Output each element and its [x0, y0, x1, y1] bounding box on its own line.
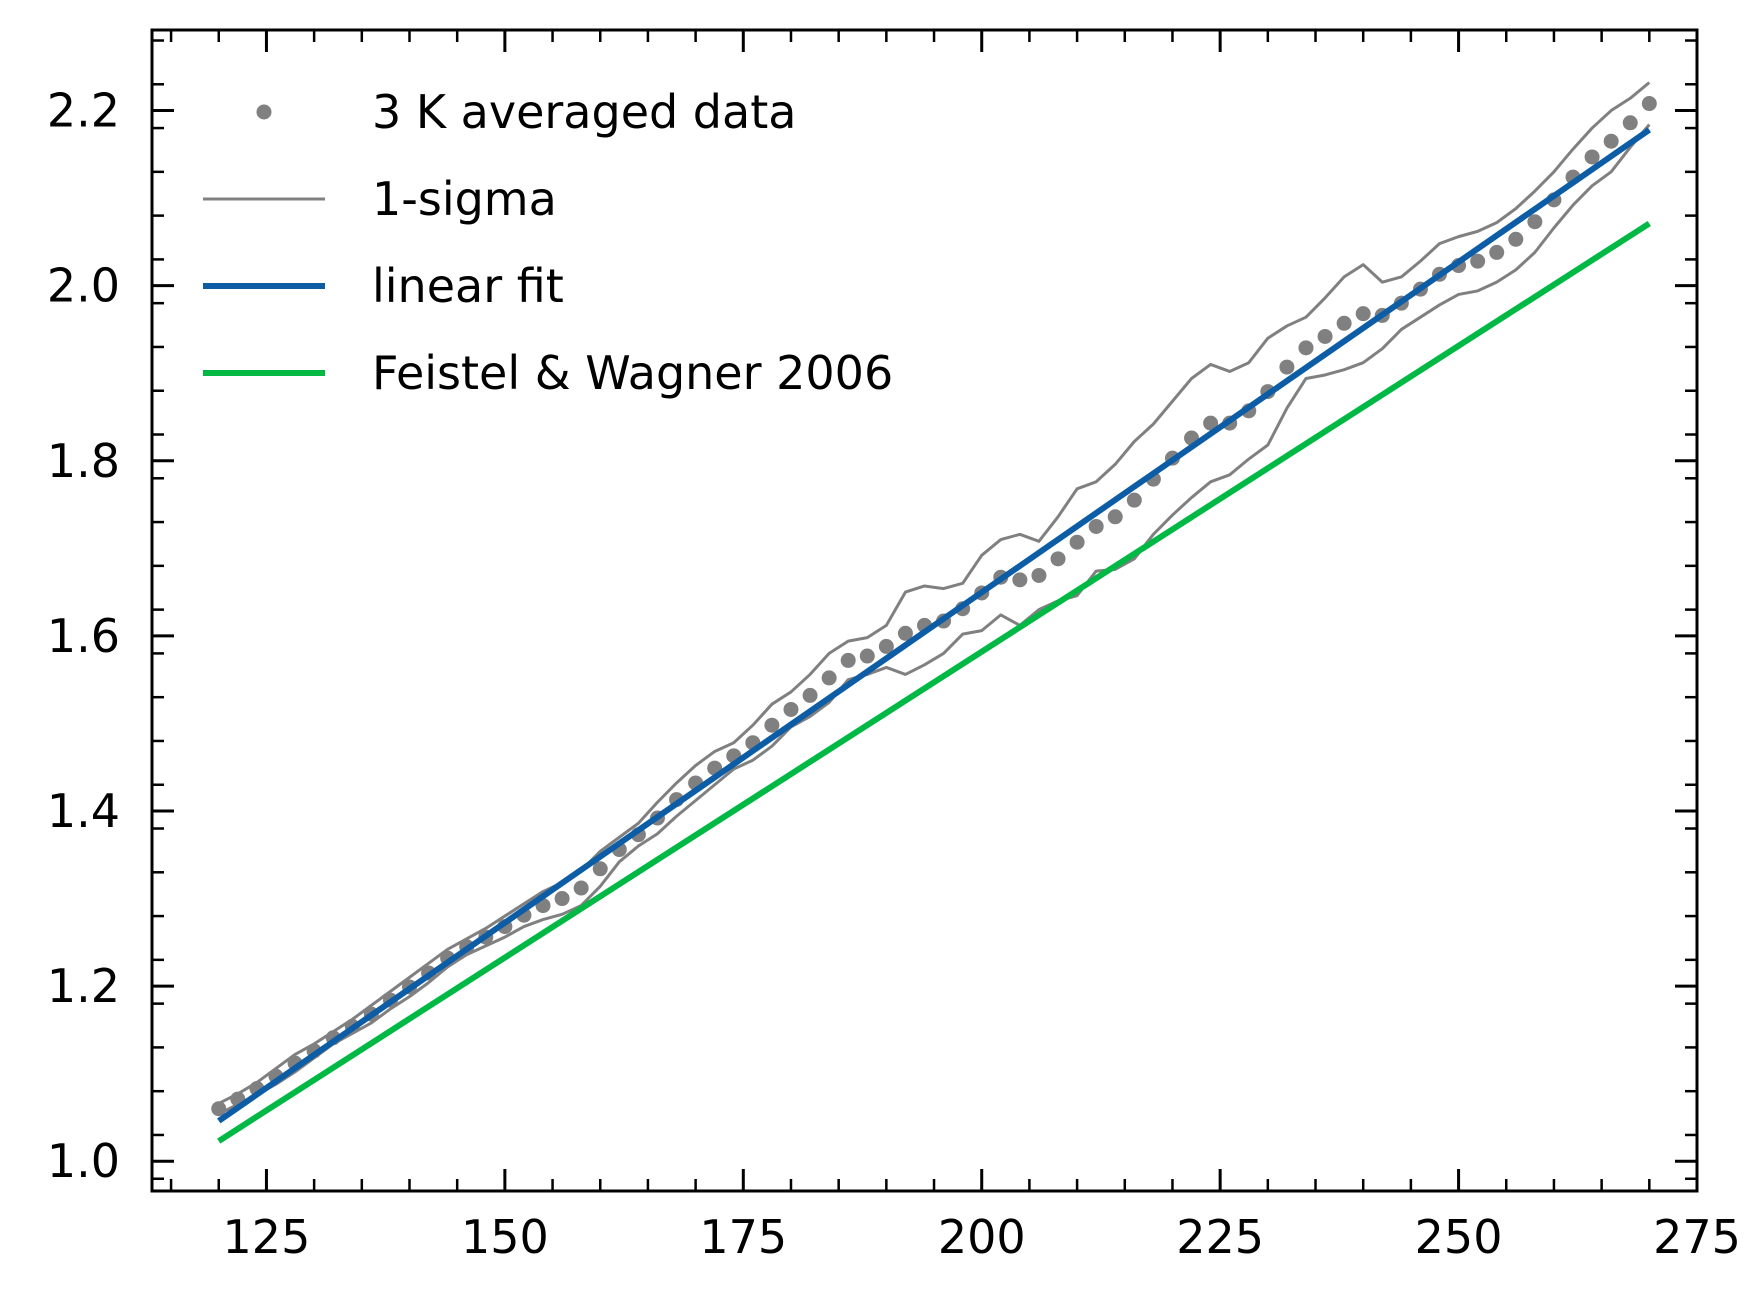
data-point — [878, 638, 894, 654]
legend-label-3-k-averaged-data: 3 K averaged data — [372, 85, 796, 139]
data-point — [1031, 567, 1047, 583]
y-tick-label: 1.8 — [47, 434, 120, 488]
y-tick-label: 1.0 — [47, 1134, 120, 1188]
y-tick-label: 2.2 — [47, 84, 120, 138]
data-point — [1603, 133, 1619, 149]
data-point — [592, 861, 608, 877]
data-point — [1050, 551, 1066, 567]
y-tick-label: 1.4 — [47, 784, 120, 838]
sigma-lower-line — [218, 123, 1651, 1116]
data-point — [211, 1101, 227, 1117]
data-point — [1336, 315, 1352, 331]
data-point — [1622, 115, 1638, 131]
data-point — [1489, 244, 1505, 260]
data-point — [1527, 214, 1543, 230]
data-point — [1470, 253, 1486, 269]
data-point — [897, 625, 913, 641]
x-tick-label: 225 — [1176, 1210, 1264, 1264]
data-point — [783, 701, 799, 717]
legend-label-feistel-wagner-2006: Feistel & Wagner 2006 — [372, 346, 893, 400]
data-point — [840, 652, 856, 668]
data-point — [1203, 415, 1219, 431]
data-point — [1317, 328, 1333, 344]
data-point — [1012, 572, 1028, 588]
axis-ticks: 125 150 175 200 225 250 275 1.0 1.2 1.4 1.6 1.8 2.0 2… — [47, 30, 1741, 1264]
feistel-wagner-2006-line — [217, 220, 1651, 1144]
data-point — [1584, 149, 1600, 165]
x-tick-label: 250 — [1415, 1210, 1503, 1264]
legend: 3 K averaged data 1-sigma linear fit Feiste… — [203, 85, 893, 400]
legend-label-linear-fit: linear fit — [372, 259, 564, 313]
data-point — [1298, 340, 1314, 356]
data-point — [1107, 509, 1123, 525]
x-tick-label: 200 — [938, 1210, 1026, 1264]
y-tick-label: 1.2 — [47, 959, 120, 1013]
x-tick-label: 150 — [461, 1210, 549, 1264]
y-tick-label: 1.6 — [47, 609, 120, 663]
data-point — [821, 670, 837, 686]
x-tick-label: 275 — [1653, 1210, 1741, 1264]
data-point — [859, 648, 875, 664]
x-tick-label: 175 — [699, 1210, 787, 1264]
y-tick-label: 2.0 — [47, 259, 120, 313]
data-point — [1069, 534, 1085, 550]
data-point — [1641, 96, 1657, 112]
data-point — [573, 880, 589, 896]
data-point — [1279, 359, 1295, 375]
data-point — [554, 891, 570, 907]
legend-marker-3-k-averaged-data — [256, 104, 272, 120]
sigma-upper-line — [218, 81, 1651, 1105]
legend-label-1-sigma: 1-sigma — [372, 172, 557, 226]
data-point — [1355, 306, 1371, 322]
data-point — [1508, 231, 1524, 247]
data-point — [1088, 518, 1104, 534]
data-point — [1126, 492, 1142, 508]
data-point — [802, 687, 818, 703]
plot-area — [211, 81, 1657, 1144]
x-tick-label: 125 — [223, 1210, 311, 1264]
linear-fit-line — [217, 127, 1652, 1124]
data-point — [764, 717, 780, 733]
